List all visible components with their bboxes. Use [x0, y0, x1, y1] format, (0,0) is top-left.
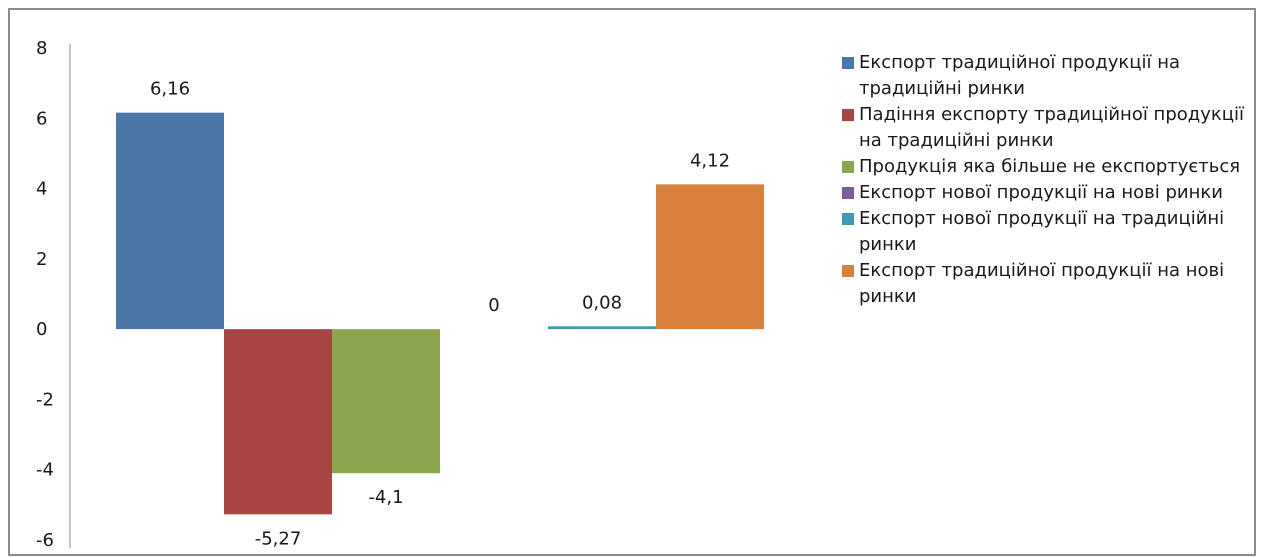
y-tick-label: 6: [36, 108, 47, 129]
legend-label: Експорт традиційної продукції на нові ри…: [859, 260, 1225, 307]
legend-item: Продукція яка більше не експортується: [842, 154, 1252, 180]
legend-swatch: [842, 57, 854, 69]
y-tick-label: -2: [36, 389, 54, 410]
y-axis-ticks: 8 6 4 2 0 -2 -4 -6: [36, 38, 54, 551]
legend-label: Падіння експорту традиційної продукції н…: [859, 104, 1244, 151]
legend-label: Експорт нової продукції на традиційні ри…: [859, 208, 1225, 255]
legend-label: Продукція яка більше не експортується: [859, 156, 1241, 177]
legend-item: Експорт нової продукції на нові ринки: [842, 180, 1252, 206]
y-tick-label: 2: [36, 249, 47, 270]
data-label: -5,27: [255, 528, 302, 549]
bars: [116, 112, 764, 515]
y-tick-label: 0: [36, 319, 47, 340]
legend-swatch: [842, 109, 854, 121]
bar: [116, 112, 224, 330]
bar: [656, 184, 764, 330]
data-label: -4,1: [368, 487, 403, 508]
chart-frame: 8 6 4 2 0 -2 -4 -6 6,16 -5,27 -4,1 0 0,08 4,12 Експо…: [8, 8, 1256, 556]
data-label: 4,12: [690, 150, 730, 171]
legend-label: Експорт традиційної продукції на традиці…: [859, 52, 1181, 99]
legend-item: Експорт традиційної продукції на традиці…: [842, 50, 1252, 102]
data-label: 0: [488, 295, 499, 316]
legend-item: Експорт нової продукції на традиційні ри…: [842, 206, 1252, 258]
y-tick-label: -6: [36, 530, 54, 551]
legend-item: Експорт традиційної продукції на нові ри…: [842, 258, 1252, 310]
y-tick-label: 4: [36, 179, 47, 200]
legend-swatch: [842, 265, 854, 277]
legend-label: Експорт нової продукції на нові ринки: [859, 182, 1223, 203]
legend: Експорт традиційної продукції на традиці…: [842, 50, 1252, 310]
bar: [332, 329, 440, 474]
legend-item: Падіння експорту традиційної продукції н…: [842, 102, 1252, 154]
legend-swatch: [842, 161, 854, 173]
legend-swatch: [842, 187, 854, 199]
data-labels: 6,16 -5,27 -4,1 0 0,08 4,12: [150, 79, 730, 550]
y-tick-label: 8: [36, 38, 47, 59]
bar: [548, 326, 656, 330]
legend-swatch: [842, 213, 854, 225]
bar-chart-plot: 8 6 4 2 0 -2 -4 -6 6,16 -5,27 -4,1 0 0,08 4,12: [36, 38, 764, 551]
bar: [224, 329, 332, 515]
data-label: 6,16: [150, 79, 190, 100]
data-label: 0,08: [582, 292, 622, 313]
y-tick-label: -4: [36, 460, 54, 481]
